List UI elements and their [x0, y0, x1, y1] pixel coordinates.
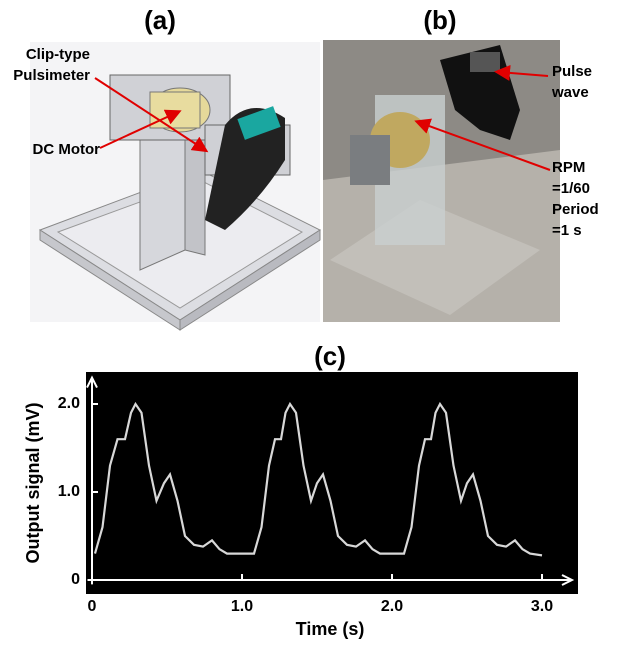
y-tick-label: 1.0 — [58, 483, 80, 500]
x-tick-label: 2.0 — [381, 598, 403, 615]
arrow — [414, 118, 551, 171]
annotation: =1 s — [552, 222, 582, 239]
panel-label: (b) — [423, 5, 456, 35]
annotation: RPM — [552, 159, 585, 176]
annotation: Period — [552, 201, 599, 218]
photo — [323, 40, 560, 322]
arrow — [99, 109, 182, 149]
signal-line — [93, 401, 543, 557]
arrow — [94, 77, 209, 153]
annotation: DC Motor — [33, 141, 101, 158]
y-tick-label: 0 — [71, 571, 80, 588]
arrow — [494, 64, 549, 81]
y-axis-arrow — [86, 375, 98, 389]
annotation: Clip-type — [26, 46, 90, 63]
x-tick-label: 3.0 — [531, 598, 553, 615]
annotation: Pulse — [552, 63, 592, 80]
chart-title: (c) — [314, 341, 346, 371]
annotation: =1/60 — [552, 180, 590, 197]
x-tick-label: 1.0 — [231, 598, 253, 615]
cad-render — [30, 42, 322, 331]
annotation: wave — [551, 84, 589, 101]
plot-background — [86, 372, 578, 594]
x-axis-arrow — [561, 574, 575, 586]
x-tick-label: 0 — [88, 598, 97, 615]
y-axis-label: Output signal (mV) — [23, 403, 43, 564]
panel-label: (a) — [144, 5, 176, 35]
y-tick-label: 2.0 — [58, 395, 80, 412]
annotation: Pulsimeter — [13, 67, 90, 84]
x-axis-label: Time (s) — [296, 619, 365, 639]
